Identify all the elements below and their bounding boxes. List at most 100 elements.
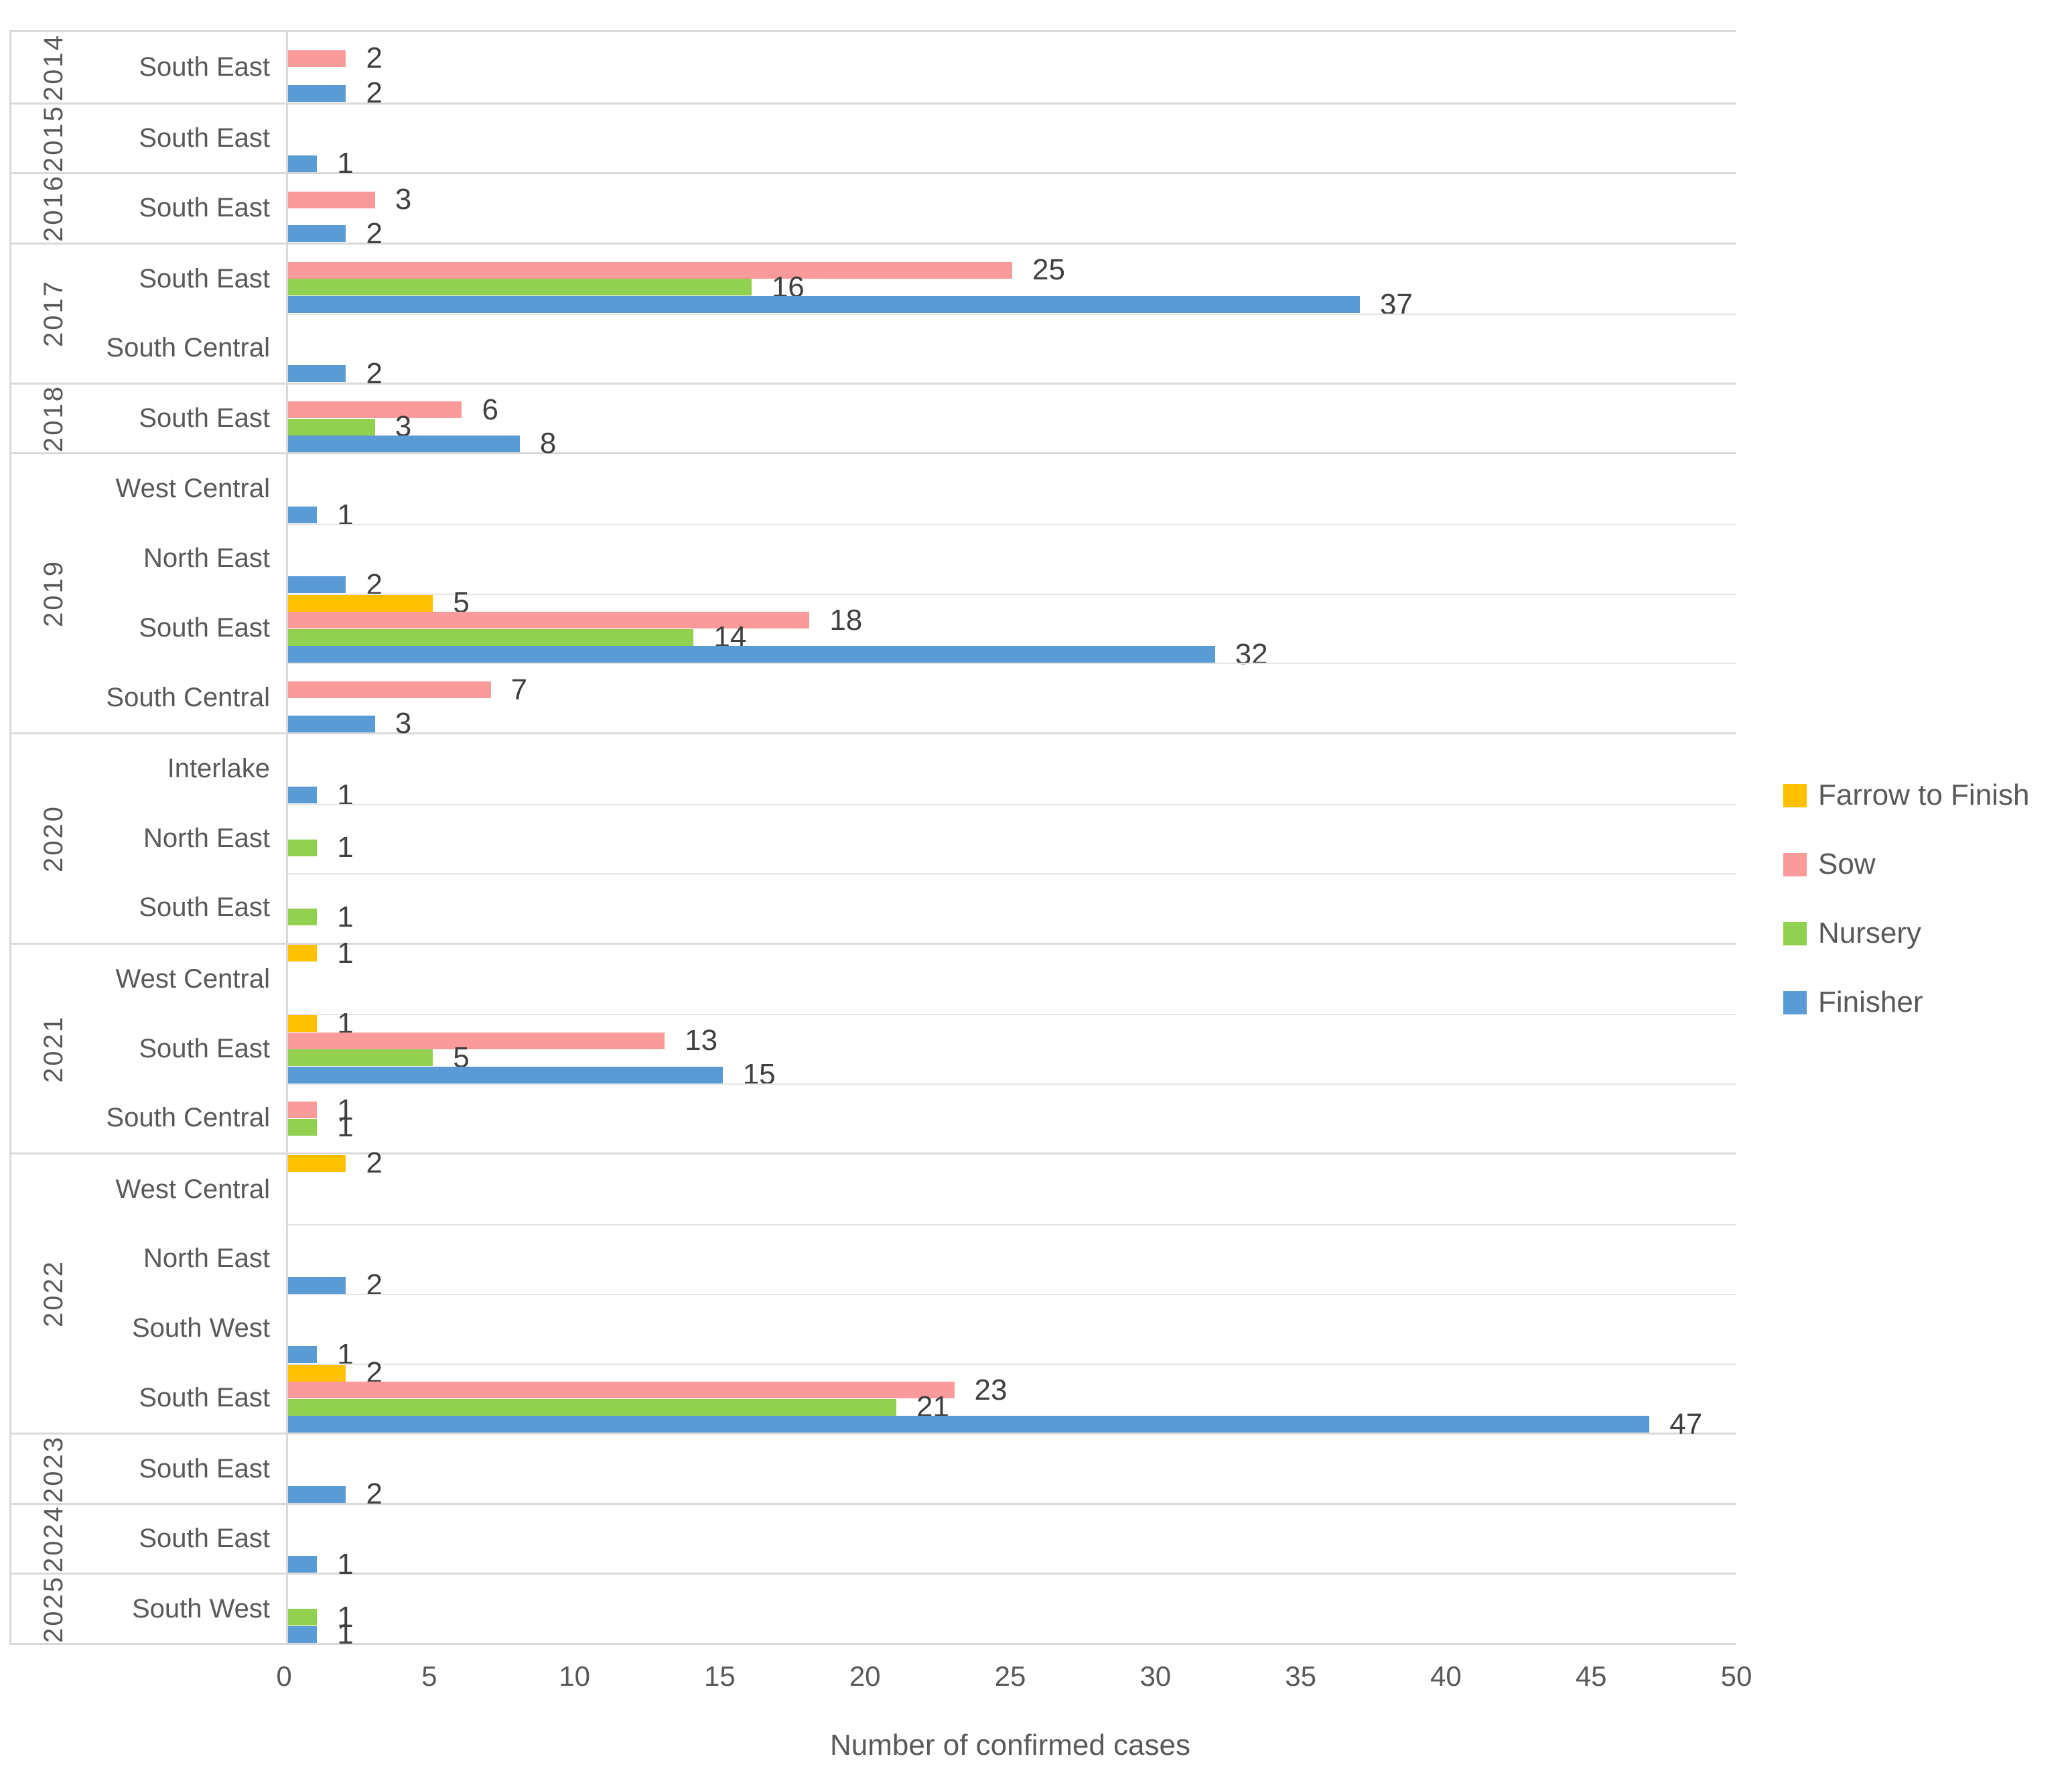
bar-nursery	[288, 1398, 897, 1416]
year-label: 2025	[38, 1575, 68, 1643]
bar-slot	[288, 1539, 1736, 1556]
bar-slot	[288, 752, 1736, 769]
year-group-rows: South East 3 2	[96, 174, 1736, 248]
bar-finisher	[288, 365, 346, 383]
region-label: Interlake	[167, 754, 270, 784]
year-group-rows: South East 2 2	[96, 32, 1736, 108]
bar-slot: 2	[288, 78, 1736, 108]
year-label: 2015	[38, 104, 68, 172]
year-group-rows: West Central 1 North East 2 South East 5 18 14 3…	[96, 454, 1736, 738]
chart-row: South Central 1 1	[96, 1083, 1736, 1153]
chart-row: South East 1	[96, 104, 1736, 178]
region-label: South East	[139, 892, 270, 923]
bar-slot: 1	[288, 833, 1736, 862]
bar-slot	[288, 1435, 1736, 1451]
bar-slot	[288, 1172, 1736, 1189]
bar-slot	[288, 1575, 1736, 1591]
bar-finisher	[288, 787, 318, 804]
chart-row: West Central 1	[96, 454, 1736, 529]
year-group-2020: 2020 Interlake 1 North East 1 South East 1	[11, 732, 1736, 943]
bar-value-label: 1	[337, 147, 354, 180]
year-group-rows: South East 1	[96, 104, 1736, 178]
bar-slot	[288, 734, 1736, 752]
bar-sow	[288, 261, 1012, 279]
legend-label: Nursery	[1818, 917, 1922, 949]
x-axis: 0 5 10 15 20 25 30 35 40 45 50	[276, 1660, 1752, 1701]
x-tick-label: 50	[1720, 1660, 1752, 1692]
row-plot-cell: 25 16 37	[286, 244, 1736, 319]
chart-row: South East 1	[96, 1504, 1736, 1579]
region-label: South West	[131, 1593, 270, 1623]
region-label: South West	[131, 1313, 270, 1343]
chart-row: South East 3 2	[96, 174, 1736, 248]
region-label: West Central	[115, 964, 270, 994]
year-axis-cell: 2016	[11, 174, 96, 243]
x-tick-label: 10	[559, 1660, 590, 1692]
year-group-2016: 2016 South East 3 2	[11, 172, 1736, 248]
bar-value-label: 2	[366, 356, 383, 390]
x-tick-label: 25	[994, 1660, 1026, 1692]
bar-slot	[288, 332, 1736, 348]
bar-value-label: 1	[337, 831, 354, 864]
year-group-rows: South West 1 1	[96, 1575, 1736, 1649]
bar-farrow-to-finish	[288, 1015, 318, 1033]
bar-value-label: 1	[337, 936, 354, 970]
bar-value-label: 25	[1032, 253, 1065, 287]
bar-nursery	[288, 1609, 318, 1626]
chart-row: North East 1	[96, 803, 1736, 874]
bar-slot: 2	[288, 1479, 1736, 1509]
year-group-2025: 2025 South West 1 1	[11, 1573, 1736, 1649]
bar-slot: 1	[288, 938, 1736, 968]
x-tick-label: 20	[849, 1660, 881, 1692]
year-label: 2019	[38, 559, 68, 628]
x-tick-label: 15	[704, 1660, 736, 1692]
bar-slot	[288, 138, 1736, 155]
bar-slot	[288, 822, 1736, 839]
bar-slot	[288, 472, 1736, 489]
bar-value-label: 1	[337, 1093, 354, 1126]
bar-slot: 1	[288, 149, 1736, 178]
legend-swatch-icon	[1783, 990, 1807, 1014]
bar-slot: 2	[288, 358, 1736, 388]
legend-label: Finisher	[1818, 986, 1923, 1018]
bar-slot	[288, 525, 1736, 542]
bar-nursery	[288, 628, 694, 646]
chart-row: South East 2	[96, 1435, 1736, 1509]
row-plot-cell: 2	[286, 1435, 1736, 1509]
bar-finisher	[288, 296, 1360, 314]
bar-slot: 47	[288, 1409, 1736, 1439]
region-label: South East	[139, 613, 270, 643]
legend: Farrow to Finish Sow Nursery Finisher	[1783, 779, 2029, 1019]
legend-swatch-icon	[1783, 783, 1807, 807]
bar-finisher	[288, 1485, 346, 1503]
bar-slot: 14	[288, 622, 1736, 652]
bar-value-label: 1	[337, 1110, 354, 1144]
year-axis-cell: 2022	[11, 1154, 96, 1433]
region-label: North East	[143, 543, 270, 574]
year-group-2019: 2019 West Central 1 North East 2 South East 5 1…	[11, 452, 1736, 738]
bar-slot	[288, 1225, 1736, 1242]
legend-swatch-icon	[1783, 921, 1807, 945]
chart-row: South Central 7 3	[96, 663, 1736, 738]
bar-slot	[288, 1522, 1736, 1538]
bar-value-label: 3	[395, 707, 412, 740]
bar-slot	[288, 208, 1736, 225]
year-label: 2018	[38, 384, 68, 452]
year-group-rows: South East 2	[96, 1435, 1736, 1509]
bar-slot: 13	[288, 1026, 1736, 1055]
bar-slot	[288, 1452, 1736, 1469]
chart-row: West Central 1	[96, 938, 1736, 1014]
region-label: South East	[139, 193, 270, 223]
row-plot-cell: 2 23 21 47	[286, 1358, 1736, 1439]
bar-slot	[288, 542, 1736, 559]
bar-slot: 1	[288, 780, 1736, 809]
bar-slot	[288, 769, 1736, 787]
bar-slot	[288, 67, 1736, 84]
bar-slot	[288, 996, 1736, 1014]
region-label: West Central	[115, 1174, 270, 1204]
bar-finisher	[288, 155, 318, 172]
bar-slot: 21	[288, 1392, 1736, 1422]
bar-finisher	[288, 507, 318, 524]
chart-row: South West 1	[96, 1293, 1736, 1369]
